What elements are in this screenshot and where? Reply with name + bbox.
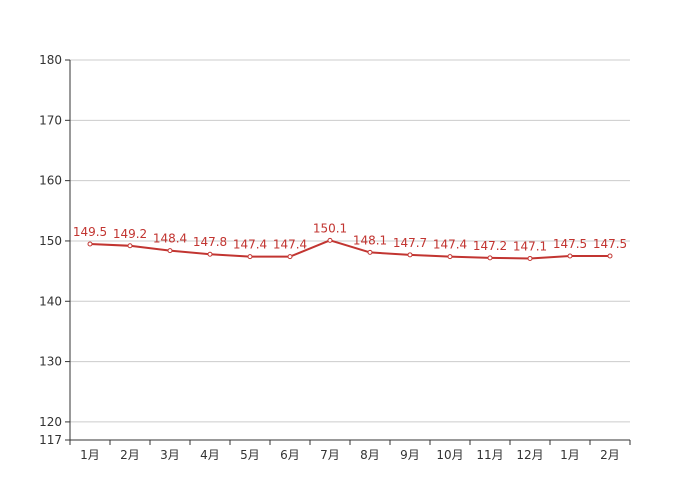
y-tick-label-1: 120 [39,415,62,429]
data-point-3 [207,251,213,257]
data-point-12 [567,253,573,259]
data-point-1 [127,243,133,249]
x-tick-label-13: 2月 [600,448,620,462]
series-layer [87,237,613,261]
data-point-2 [167,248,173,254]
x-tick-label-4: 5月 [240,448,260,462]
y-tick-label-3: 140 [39,294,62,308]
x-tick-label-11: 12月 [516,448,543,462]
x-tick-label-0: 1月 [80,448,100,462]
x-tick-label-9: 10月 [436,448,463,462]
x-tick-label-7: 8月 [360,448,380,462]
y-tick-label-2: 130 [39,355,62,369]
data-point-6 [327,237,333,243]
data-label-2: 148.4 [153,232,187,246]
x-tick-label-6: 7月 [320,448,340,462]
data-point-5 [287,254,293,260]
data-point-13 [607,253,613,259]
x-tick-label-8: 9月 [400,448,420,462]
y-tick-label-7: 180 [39,53,62,67]
x-tick-label-2: 3月 [160,448,180,462]
y-tick-label-6: 170 [39,113,62,127]
data-label-8: 147.7 [393,236,427,250]
data-point-10 [487,255,493,261]
data-label-11: 147.1 [513,239,547,253]
x-tick-label-10: 11月 [476,448,503,462]
data-label-5: 147.4 [273,238,307,252]
data-point-7 [367,249,373,255]
gridlines [70,59,630,423]
y-tick-label-5: 160 [39,174,62,188]
x-tick-label-12: 1月 [560,448,580,462]
data-label-6: 150.1 [313,221,347,235]
x-tick-label-3: 4月 [200,448,220,462]
data-point-11 [527,255,533,261]
data-point-8 [407,252,413,258]
data-label-7: 148.1 [353,233,387,247]
axes: 117 120 130 140 150 160 170 180 1月 2月 3月 4月 5月 6月 7月 8月… [39,53,631,462]
x-tick-label-1: 2月 [120,448,140,462]
data-label-13: 147.5 [593,237,627,251]
y-tick-label-0: 117 [39,433,62,447]
data-label-12: 147.5 [553,237,587,251]
data-point-4 [247,254,253,260]
y-tick-label-4: 150 [39,234,62,248]
data-label-3: 147.8 [193,235,227,249]
data-label-10: 147.2 [473,239,507,253]
data-label-4: 147.4 [233,238,267,252]
data-label-0: 149.5 [73,225,107,239]
data-label-9: 147.4 [433,238,467,252]
data-label-1: 149.2 [113,227,147,241]
data-point-0 [87,241,93,247]
data-labels: 149.5 149.2 148.4 147.8 147.4 147.4 150.1 148.1… [73,221,627,253]
series-line-0 [89,239,610,260]
data-point-9 [447,254,453,260]
x-tick-label-5: 6月 [280,448,300,462]
